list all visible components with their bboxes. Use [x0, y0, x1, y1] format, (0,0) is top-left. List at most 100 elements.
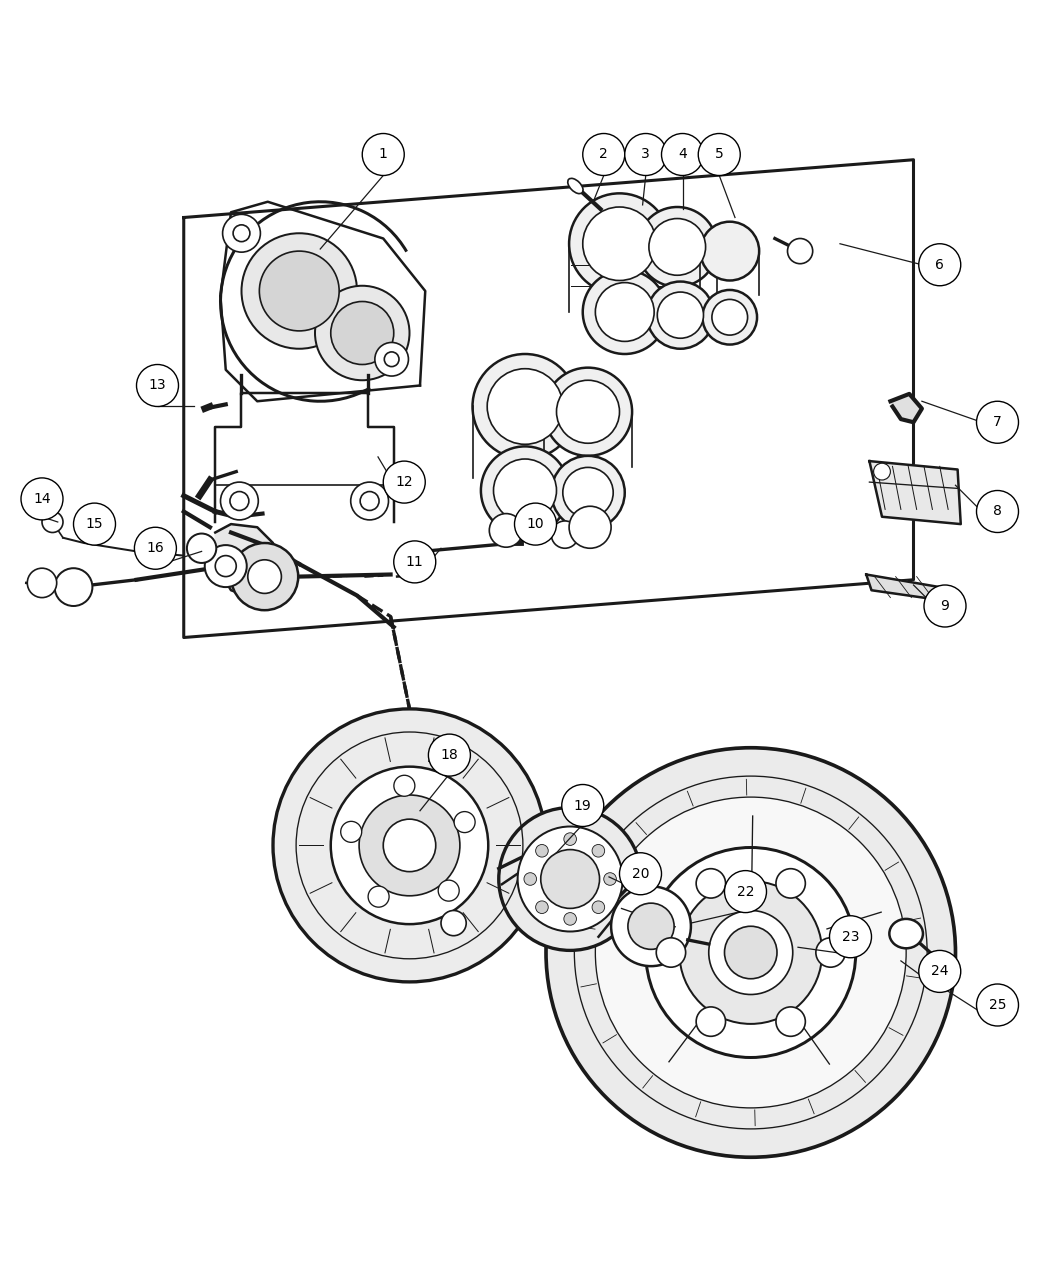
Text: 23: 23 — [842, 929, 859, 944]
Circle shape — [514, 504, 556, 546]
Circle shape — [647, 282, 714, 349]
Circle shape — [438, 880, 459, 901]
Circle shape — [273, 709, 546, 982]
Circle shape — [428, 734, 470, 776]
Polygon shape — [869, 462, 961, 524]
Circle shape — [696, 1007, 726, 1037]
Circle shape — [383, 462, 425, 504]
Circle shape — [776, 1007, 805, 1037]
Circle shape — [564, 833, 576, 845]
Polygon shape — [890, 394, 922, 422]
Circle shape — [351, 482, 388, 520]
Circle shape — [315, 286, 410, 380]
Circle shape — [628, 903, 674, 950]
Circle shape — [394, 541, 436, 583]
Circle shape — [551, 456, 625, 529]
Circle shape — [712, 300, 748, 335]
Text: 14: 14 — [34, 492, 50, 506]
Circle shape — [362, 134, 404, 176]
Circle shape — [42, 511, 63, 533]
Circle shape — [698, 134, 740, 176]
Circle shape — [919, 950, 961, 992]
Circle shape — [924, 585, 966, 627]
Circle shape — [541, 849, 600, 908]
Text: 12: 12 — [396, 476, 413, 490]
Polygon shape — [215, 524, 278, 598]
Circle shape — [55, 569, 92, 606]
Circle shape — [242, 233, 357, 349]
Circle shape — [536, 901, 548, 913]
Circle shape — [595, 797, 906, 1108]
Text: 15: 15 — [86, 518, 103, 532]
Circle shape — [556, 380, 619, 444]
Circle shape — [656, 938, 686, 968]
Circle shape — [248, 560, 281, 593]
Circle shape — [702, 289, 757, 344]
Circle shape — [976, 984, 1018, 1026]
Circle shape — [700, 222, 759, 280]
Circle shape — [494, 459, 556, 521]
Circle shape — [187, 533, 216, 564]
Circle shape — [776, 868, 805, 898]
Circle shape — [518, 826, 623, 932]
Circle shape — [592, 901, 605, 913]
Circle shape — [625, 134, 667, 176]
Circle shape — [74, 504, 116, 546]
Ellipse shape — [889, 919, 923, 949]
Circle shape — [231, 543, 298, 611]
Text: 10: 10 — [527, 518, 544, 532]
Text: 16: 16 — [147, 542, 164, 555]
Circle shape — [441, 910, 466, 936]
Text: 5: 5 — [715, 148, 723, 162]
Text: 7: 7 — [993, 416, 1002, 430]
Text: 8: 8 — [993, 505, 1002, 519]
Text: 11: 11 — [406, 555, 423, 569]
Circle shape — [205, 546, 247, 587]
Circle shape — [375, 343, 408, 376]
Circle shape — [136, 365, 178, 407]
Circle shape — [919, 244, 961, 286]
Circle shape — [472, 354, 578, 459]
Ellipse shape — [568, 179, 583, 194]
Circle shape — [696, 868, 726, 898]
Text: 19: 19 — [574, 798, 591, 812]
Circle shape — [604, 872, 616, 885]
Circle shape — [563, 468, 613, 518]
Circle shape — [394, 775, 415, 797]
Circle shape — [649, 218, 706, 275]
Text: 9: 9 — [941, 599, 949, 613]
Circle shape — [220, 482, 258, 520]
Circle shape — [544, 367, 632, 456]
Circle shape — [564, 913, 576, 926]
Text: 1: 1 — [379, 148, 387, 162]
Circle shape — [657, 292, 704, 338]
Circle shape — [788, 238, 813, 264]
Circle shape — [662, 134, 704, 176]
Circle shape — [489, 514, 523, 547]
Circle shape — [569, 506, 611, 548]
Circle shape — [134, 528, 176, 569]
Circle shape — [223, 214, 260, 252]
Circle shape — [340, 821, 361, 843]
Circle shape — [620, 853, 662, 895]
Circle shape — [369, 886, 390, 907]
Circle shape — [646, 848, 856, 1057]
Text: 2: 2 — [600, 148, 608, 162]
Circle shape — [331, 301, 394, 365]
Circle shape — [976, 491, 1018, 533]
Circle shape — [569, 194, 670, 295]
Circle shape — [21, 478, 63, 520]
Circle shape — [455, 812, 476, 833]
Text: 6: 6 — [936, 258, 944, 272]
Circle shape — [611, 886, 691, 966]
Circle shape — [546, 747, 956, 1158]
Circle shape — [709, 910, 793, 994]
Circle shape — [724, 871, 766, 913]
Circle shape — [331, 766, 488, 924]
Circle shape — [359, 796, 460, 896]
Circle shape — [487, 368, 563, 444]
Circle shape — [583, 207, 656, 280]
Text: 13: 13 — [149, 379, 166, 393]
Circle shape — [637, 207, 717, 287]
Text: 25: 25 — [989, 998, 1006, 1012]
